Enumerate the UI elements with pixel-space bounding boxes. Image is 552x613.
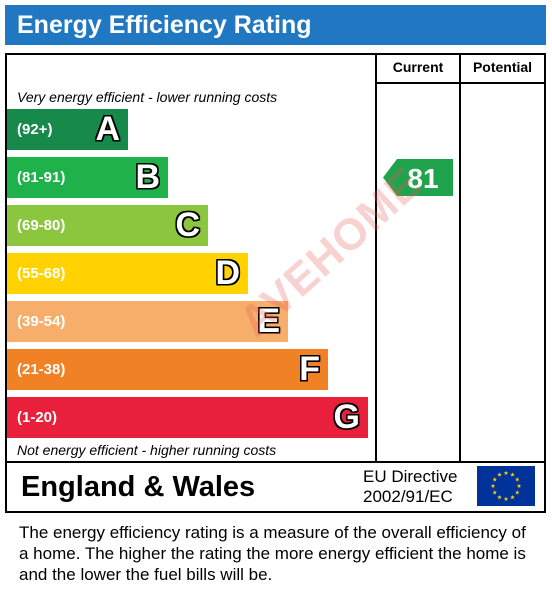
band-letter-label: E	[257, 302, 280, 340]
band-f: (21-38) F	[7, 349, 328, 390]
current-column-header: Current	[392, 59, 444, 75]
flag-star-icon	[514, 490, 520, 495]
potential-column-divider	[459, 55, 461, 461]
flag-star-icon	[503, 496, 509, 501]
potential-column-header: Potential	[472, 59, 533, 75]
top-note: Very energy efficient - lower running co…	[17, 89, 278, 105]
band-range-label: (69-80)	[17, 217, 66, 234]
bottom-note: Not energy efficient - higher running co…	[17, 442, 277, 458]
band-letter-label: A	[95, 110, 120, 148]
band-letter-label: B	[135, 158, 160, 196]
flag-star-icon	[492, 490, 498, 495]
band-e: (39-54) E	[7, 301, 288, 342]
flag-star-icon	[510, 494, 515, 500]
flag-star-icon	[497, 494, 502, 500]
eu-directive: EU Directive 2002/91/EC	[363, 467, 457, 507]
current-column-divider	[375, 55, 377, 461]
flag-star-icon	[503, 470, 509, 475]
band-g: (1-20) G	[7, 397, 368, 438]
band-range-label: (1-20)	[17, 409, 58, 426]
band-range-label: (21-38)	[17, 361, 66, 378]
description-text: The energy efficiency rating is a measur…	[19, 523, 526, 584]
current-rating-arrow: 81	[383, 159, 453, 196]
eu-flag-icon	[477, 466, 535, 506]
flag-star-icon	[497, 472, 502, 477]
column-header-divider	[377, 82, 544, 84]
band-letter-label: G	[333, 398, 360, 436]
flag-star-icon	[490, 483, 496, 488]
flag-star-icon	[492, 477, 498, 482]
directive-line-2: 2002/91/EC	[363, 487, 453, 506]
band-range-label: (39-54)	[17, 313, 66, 330]
rating-chart: Current Potential Very energy efficient …	[5, 53, 546, 463]
band-letter-label: C	[175, 206, 200, 244]
footer: England & Wales EU Directive 2002/91/EC	[5, 463, 546, 513]
flag-star-icon	[510, 472, 515, 477]
directive-line-1: EU Directive	[363, 467, 458, 486]
band-a: (92+) A	[7, 109, 128, 150]
band-c: (69-80) C	[7, 205, 208, 246]
country-label: England & Wales	[21, 471, 256, 503]
flag-star-icon	[514, 477, 520, 482]
band-range-label: (81-91)	[17, 169, 66, 186]
band-range-label: (92+)	[17, 121, 53, 138]
band-range-label: (55-68)	[17, 265, 66, 282]
band-letter-label: D	[215, 254, 240, 292]
flag-star-icon	[516, 483, 522, 488]
band-letter-label: F	[299, 350, 320, 388]
current-rating-value: 81	[407, 163, 438, 194]
band-b: (81-91) B	[7, 157, 168, 198]
chart-title: Energy Efficiency Rating	[5, 5, 546, 45]
band-d: (55-68) D	[7, 253, 248, 294]
